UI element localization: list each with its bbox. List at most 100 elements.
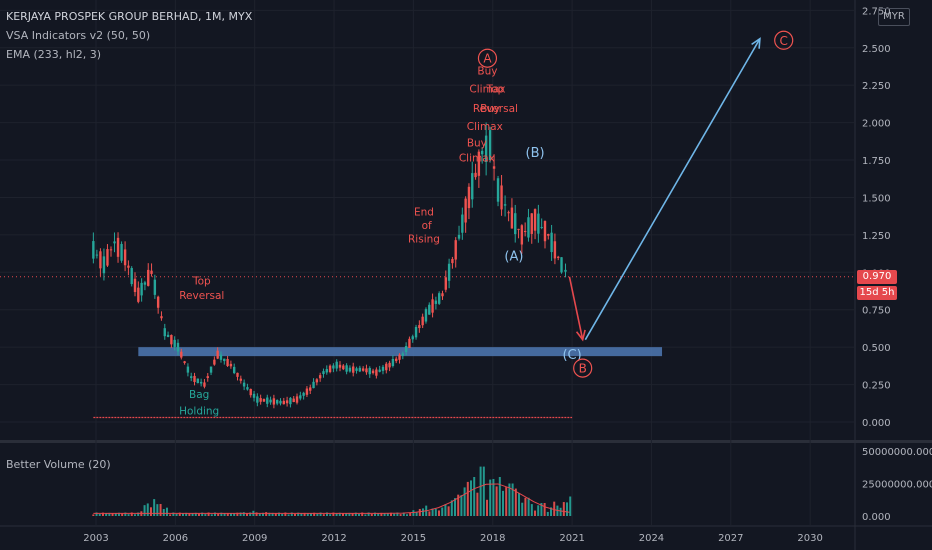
candle-body — [206, 376, 209, 379]
volume-bar — [546, 511, 549, 516]
candle-body — [140, 282, 143, 296]
volume-bar — [428, 511, 431, 516]
candle-body — [123, 249, 127, 266]
wave-circle-marker — [774, 30, 794, 50]
candle-body — [147, 269, 150, 286]
candle-body — [503, 204, 507, 206]
candle-body — [275, 400, 279, 404]
chart-annotation: Reversal — [179, 290, 224, 302]
candle-body — [408, 338, 411, 349]
chart-annotation: End — [414, 206, 434, 218]
volume-bar — [143, 505, 146, 516]
volume-bar — [389, 512, 392, 516]
candle-body — [130, 268, 133, 285]
candle-body — [471, 173, 474, 200]
volume-bar — [492, 478, 495, 516]
volume-bar — [274, 513, 277, 516]
candle-body — [560, 257, 563, 273]
volume-bar — [309, 513, 312, 516]
candle-body — [328, 365, 332, 373]
candle-body — [434, 300, 438, 304]
volume-bar — [316, 513, 319, 516]
volume-bar — [399, 514, 402, 516]
candle-body — [547, 234, 550, 236]
volume-bar — [98, 513, 101, 516]
volume-bar — [233, 513, 236, 516]
volume-bar — [325, 512, 328, 516]
candle-body — [530, 213, 533, 234]
arrow-head — [575, 329, 586, 342]
volume-bar — [101, 512, 104, 516]
chart-annotation: Reversal — [473, 103, 518, 115]
candle-body — [229, 363, 233, 367]
volume-bar — [521, 502, 524, 516]
volume-bar — [188, 513, 191, 516]
candle-body — [209, 366, 213, 373]
chart-annotation: Buy — [467, 138, 487, 150]
volume-bar — [204, 514, 207, 516]
candle-body — [299, 395, 302, 399]
candle-body — [120, 243, 123, 261]
candle-body — [428, 304, 431, 315]
candle-body — [421, 316, 424, 326]
chart-annotation: Climax — [467, 121, 503, 133]
candle-body — [173, 339, 176, 347]
volume-bar — [431, 508, 434, 516]
volume-bar — [249, 512, 252, 516]
volume-bar — [495, 486, 498, 516]
candle-body — [477, 151, 481, 176]
volume-bar — [402, 512, 405, 516]
volume-bar — [201, 512, 204, 516]
y-tick-label: 2.500 — [862, 44, 891, 55]
candle-body — [500, 185, 503, 210]
candle-body — [180, 351, 183, 358]
volume-bar — [383, 513, 386, 516]
volume-bar — [297, 512, 300, 516]
candle-body — [95, 254, 99, 256]
volume-bar — [489, 479, 492, 516]
candle-body — [540, 226, 543, 228]
y-tick-label: 1.750 — [862, 156, 891, 167]
support-zone — [138, 347, 663, 357]
candle-body — [312, 381, 315, 389]
currency-button[interactable]: MYR — [878, 8, 910, 26]
volume-bar — [393, 513, 396, 516]
chart-annotation: (C) — [562, 348, 581, 363]
volume-bar — [319, 512, 322, 516]
volume-bar — [242, 512, 245, 516]
volume-bar — [559, 507, 562, 516]
candle-body — [133, 278, 137, 293]
x-tick-label: 2024 — [639, 533, 664, 544]
candle-body — [269, 399, 272, 403]
volume-bar — [473, 477, 476, 516]
volume-bar — [415, 512, 418, 516]
candle-body — [345, 365, 348, 372]
volume-bar — [396, 512, 399, 516]
volume-bar — [450, 500, 453, 516]
y-tick-label: 0.500 — [862, 343, 891, 354]
candle-body — [464, 198, 467, 223]
volume-bar — [169, 514, 172, 516]
drop-arrow — [568, 276, 584, 340]
ema-indicator-legend[interactable]: EMA (233, hl2, 3) — [6, 48, 102, 61]
volume-bar — [460, 495, 463, 516]
volume-bar — [405, 514, 408, 516]
candle-body — [537, 213, 540, 234]
volume-bar — [438, 510, 441, 516]
volume-bar — [220, 512, 223, 516]
x-tick-label: 2027 — [718, 533, 743, 544]
volume-bar — [239, 512, 242, 516]
volume-bar — [265, 512, 268, 516]
volume-bar — [348, 512, 351, 516]
volume-bar — [130, 512, 133, 516]
volume-bar — [511, 483, 514, 516]
volume-indicator-legend[interactable]: Better Volume (20) — [6, 458, 111, 471]
x-tick-label: 2009 — [242, 533, 267, 544]
vsa-indicator-legend[interactable]: VSA Indicators v2 (50, 50) — [6, 29, 151, 42]
candle-body — [109, 249, 113, 251]
volume-bar — [293, 513, 296, 516]
candle-body — [279, 400, 282, 404]
candle-body — [550, 232, 553, 253]
candle-body — [92, 241, 95, 259]
